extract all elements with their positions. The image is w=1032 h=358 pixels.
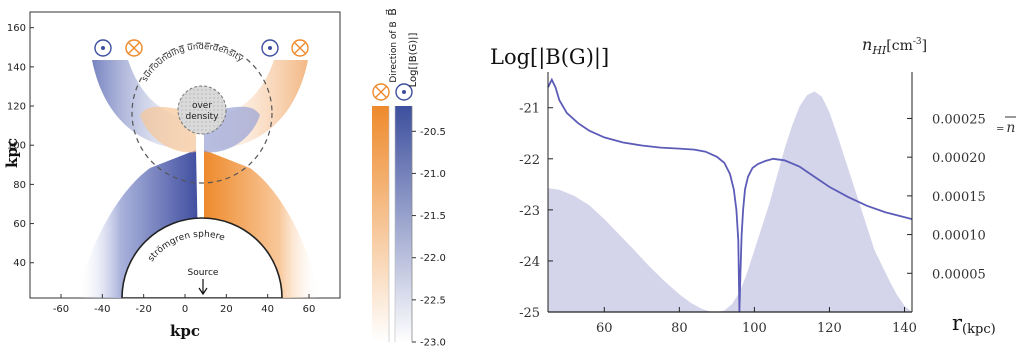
stromgren-sphere xyxy=(121,217,283,298)
line-x-tick-label: 100 xyxy=(742,321,767,336)
heatmap-y-tick-label: 100 xyxy=(7,141,26,152)
overdensity-label: over xyxy=(192,101,212,111)
out-of-page-icon xyxy=(94,39,112,57)
colorbar-direction-label: Direction of B xyxy=(389,21,399,82)
colorbar-ticks: -20.5 -21.0 -21.5 -22.0 -22.5 -23.0 xyxy=(412,127,446,349)
heatmap-x-tick-label: -60 xyxy=(53,304,69,315)
colorbar-orange xyxy=(372,106,389,342)
nhi-units: [cm xyxy=(886,38,913,54)
into-page-icon xyxy=(372,83,390,101)
overdensity-circle xyxy=(177,85,227,135)
colorbar-tick-label: -22.0 xyxy=(420,253,446,264)
heatmap-y-tick-label: 40 xyxy=(13,258,26,269)
line-y-tick-label: -21 xyxy=(519,102,540,117)
heatmap-x-tick-label: 0 xyxy=(182,304,188,315)
colorbar-direction-symbol: B⃗ xyxy=(385,8,399,16)
overdensity-label-2: density xyxy=(186,112,220,122)
line-panel: 60 80 100 120 140 -21-22-23-24-25 0.000050.0… xyxy=(490,35,1016,337)
line-x-tick-label: 120 xyxy=(817,321,842,336)
heatmap-y-ticks: 40 60 80 100 120 140 160 xyxy=(7,23,34,269)
colorbar-tick-label: -21.5 xyxy=(420,211,446,222)
colorbar-blue xyxy=(395,106,412,342)
magnetic-field-line xyxy=(547,77,913,313)
heatmap-x-tick-label: -20 xyxy=(135,304,151,315)
underdensity-circle xyxy=(131,42,273,184)
colorbar-label: Log[|B(G)|] xyxy=(408,33,419,88)
colorbar-tick-label: -20.5 xyxy=(420,127,446,138)
line-x-tick-label: 60 xyxy=(596,321,613,336)
heatmap-xlabel: kpc xyxy=(170,322,200,340)
heatmap-x-tick-label: 20 xyxy=(220,304,233,315)
line-y-right-tick-label: 0.00025 xyxy=(932,112,986,127)
line-y-right-tick-label: 0.00010 xyxy=(932,229,986,244)
line-y-right-tick-label: 0.00005 xyxy=(932,267,986,282)
nhi-exp: -3 xyxy=(913,37,922,47)
heatmap-y-tick-label: 160 xyxy=(7,23,26,34)
colorbar-tick-label: -22.5 xyxy=(420,295,446,306)
heatmap-y-tick-label: 60 xyxy=(13,219,26,230)
heatmap-ylabel: kpc xyxy=(3,138,21,168)
line-y-ticks: -21 -22 -23 -24 -25 xyxy=(519,102,553,321)
heatmap-panel: over density surrounding underdensity st… xyxy=(3,11,341,340)
line-y-right-tick-label: 0.00015 xyxy=(932,190,986,205)
heatmap-x-tick-label: -40 xyxy=(94,304,110,315)
heatmap-x-tick-label: 40 xyxy=(261,304,274,315)
line-ylabel-right: nHI[cm-3] xyxy=(862,35,927,57)
out-of-page-icon xyxy=(395,83,413,101)
line-y-right-ticks: 0.00005 0.00010 0.00015 0.00020 0.00025 xyxy=(907,112,986,282)
line-xlabel: r(kpc) xyxy=(952,311,996,337)
heatmap-x-tick-label: 60 xyxy=(303,304,316,315)
line-xlabel-sub: (kpc) xyxy=(962,322,996,337)
heatmap-x-ticks: -60 -40 -20 0 20 40 60 xyxy=(53,294,316,315)
line-y-tick-label: -22 xyxy=(519,153,540,168)
nhi-close: ] xyxy=(922,38,927,54)
heatmap-y-tick-label: 140 xyxy=(7,62,26,73)
nhi-sub: HI xyxy=(871,44,887,57)
heatmap-y-tick-label: 120 xyxy=(7,102,26,113)
into-page-icon xyxy=(291,39,309,57)
mean-n-symbol: n xyxy=(1006,120,1015,136)
nhi-density-area xyxy=(548,91,912,313)
line-x-tick-label: 80 xyxy=(671,321,688,336)
colorbar: Direction of B B⃗ Log[|B(G)|] -20.5 -21.0… xyxy=(372,8,446,349)
colorbar-tick-label: -21.0 xyxy=(420,169,446,180)
line-x-ticks: 60 80 100 120 140 xyxy=(596,307,917,336)
line-ylabel: Log[|B(G)|] xyxy=(490,45,609,70)
source-label: Source xyxy=(188,268,219,278)
line-y-tick-label: -24 xyxy=(519,255,540,270)
source-arrow xyxy=(198,279,208,296)
line-y-tick-label: -25 xyxy=(519,306,540,321)
heatmap-y-tick-label: 80 xyxy=(13,180,26,191)
line-y-tick-label: -23 xyxy=(519,204,540,219)
line-x-tick-label: 140 xyxy=(892,321,917,336)
line-y-right-tick-label: 0.00020 xyxy=(932,151,986,166)
colorbar-tick-label: -23.0 xyxy=(420,338,446,349)
into-page-icon xyxy=(125,39,143,57)
out-of-page-icon xyxy=(261,39,279,57)
mean-n-label: = n xyxy=(996,120,1015,136)
nhi-base: n xyxy=(862,35,872,54)
